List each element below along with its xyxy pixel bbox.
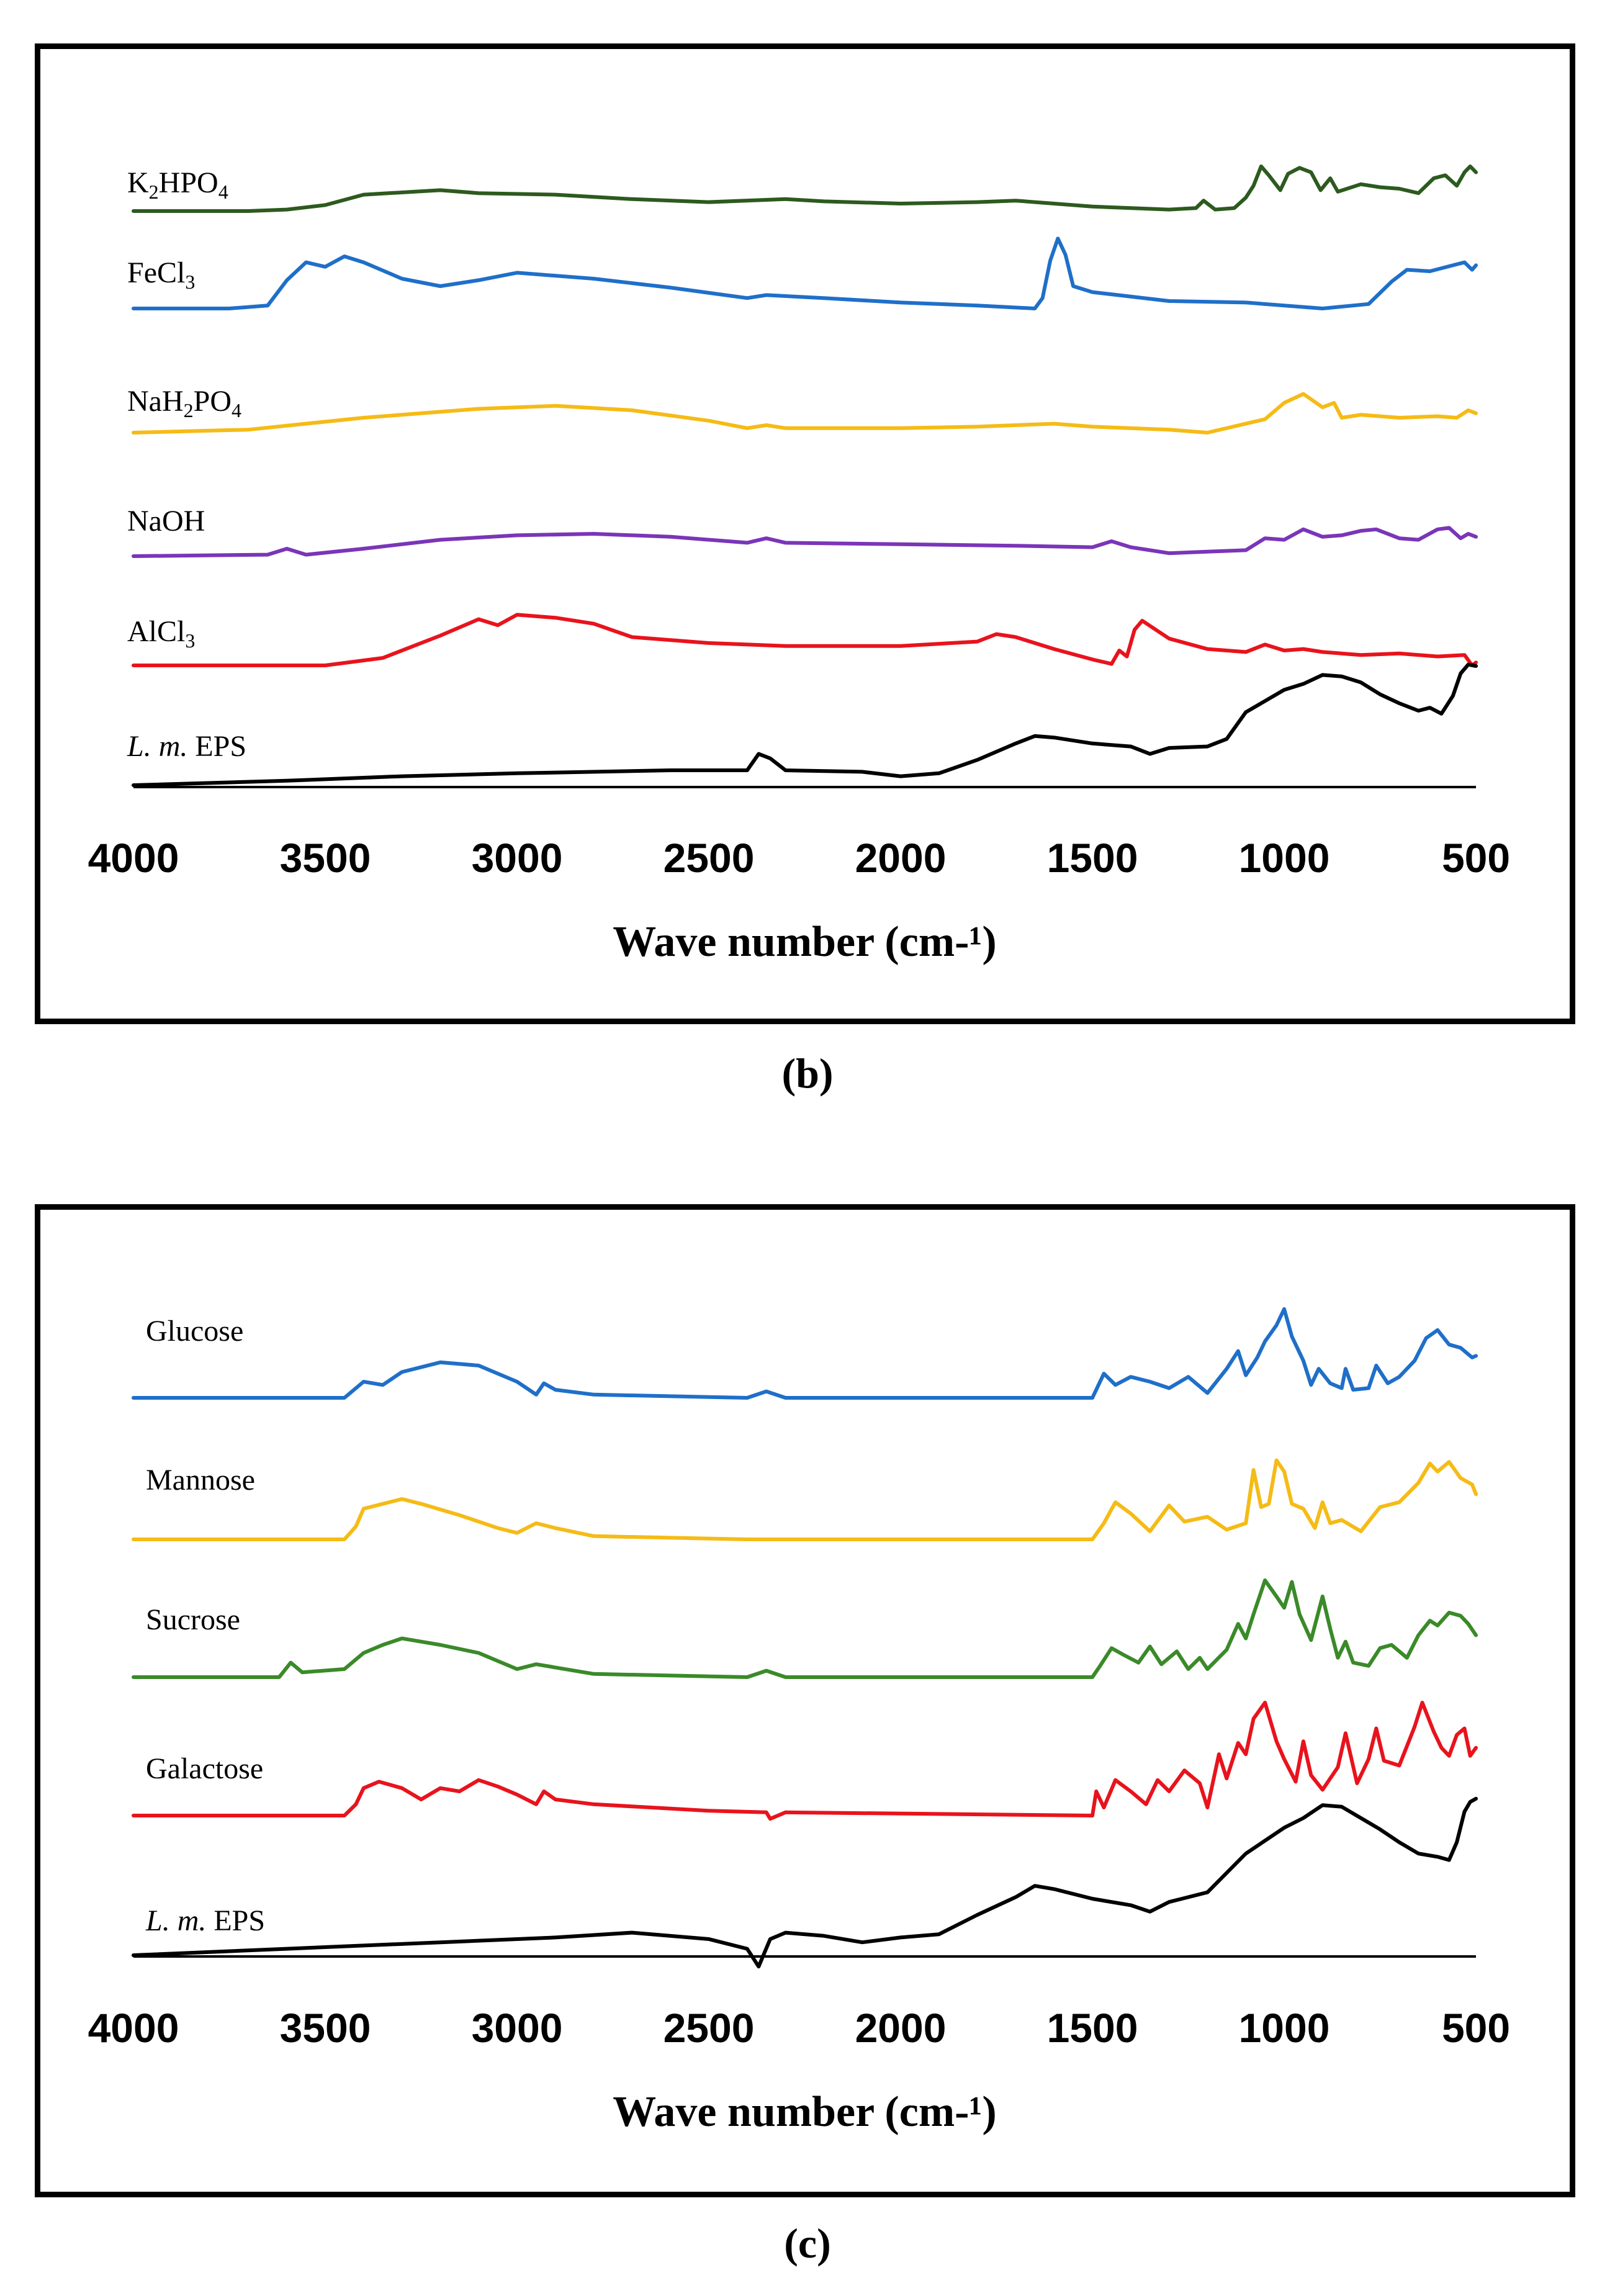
chart-panel-b: 4000 3500 3000 2500 2000 1500 1000 500 Wave numb… xyxy=(88,164,1510,966)
series-label: NaH2PO4 xyxy=(127,385,241,421)
series-line-l-m-eps xyxy=(132,662,1478,787)
series-label: Glucose xyxy=(146,1315,243,1348)
series-line-l-m-eps xyxy=(132,1796,1478,1969)
series-label: Mannose xyxy=(146,1464,255,1497)
x-tick-label: 500 xyxy=(1442,835,1510,881)
x-tick-label: 2500 xyxy=(664,2005,755,2051)
series-label: FeCl3 xyxy=(127,256,195,293)
series-label: K2HPO4 xyxy=(127,166,228,203)
chart-panel-c: 4000 3500 3000 2500 2000 1500 1000 500 Wave numb… xyxy=(88,1307,1510,2136)
series-line-galactose xyxy=(132,1701,1478,1821)
x-tick-label: 2500 xyxy=(664,835,755,881)
series-label: AlCl3 xyxy=(127,615,195,652)
panel-b-caption: (b) xyxy=(781,1050,834,1097)
series-line-fecl3 xyxy=(132,236,1478,310)
x-tick-label: 4000 xyxy=(88,2005,179,2051)
x-tick-label: 3000 xyxy=(472,835,563,881)
series-label: L. m. EPS xyxy=(127,730,246,763)
series-line-sucrose xyxy=(132,1578,1478,1679)
series-label: Galactose xyxy=(146,1752,263,1785)
x-tick-label: 2000 xyxy=(855,2005,947,2051)
x-tick-label: 1500 xyxy=(1047,835,1138,881)
panel-c-caption: (c) xyxy=(784,2220,831,2267)
x-tick-label: 2000 xyxy=(855,835,947,881)
x-axis-title: Wave number (cm-¹) xyxy=(613,2088,996,2136)
series-label: Sucrose xyxy=(146,1603,240,1636)
x-tick-label: 3500 xyxy=(280,835,371,881)
x-tick-label: 3000 xyxy=(472,2005,563,2051)
x-tick-label: 500 xyxy=(1442,2005,1510,2051)
x-tick-label: 4000 xyxy=(88,835,179,881)
x-tick-label: 3500 xyxy=(280,2005,371,2051)
series-line-glucose xyxy=(132,1307,1478,1400)
x-tick-label: 1000 xyxy=(1239,2005,1330,2051)
series-line-nah2po4 xyxy=(132,392,1478,434)
x-tick-label: 1500 xyxy=(1047,2005,1138,2051)
series-line-alcl3 xyxy=(132,613,1478,667)
x-axis-title: Wave number (cm-¹) xyxy=(613,918,996,966)
series-line-naoh xyxy=(132,526,1478,558)
series-line-k2hpo4 xyxy=(132,164,1478,213)
series-label: L. m. EPS xyxy=(145,1904,265,1937)
series-label: NaOH xyxy=(127,505,205,538)
x-tick-label: 1000 xyxy=(1239,835,1330,881)
series-line-mannose xyxy=(132,1458,1478,1541)
